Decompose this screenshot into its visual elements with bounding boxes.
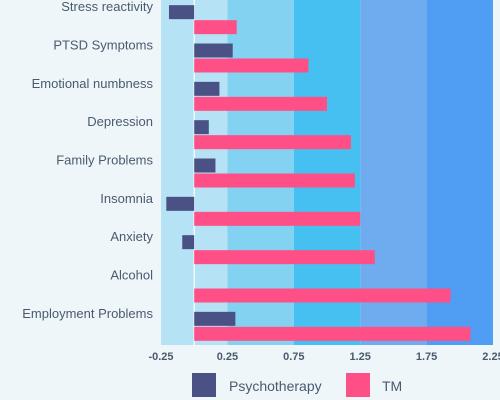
category-label: Emotional numbness [32,76,154,91]
background-bands [161,0,493,345]
background-band [360,0,427,345]
category-label: Insomnia [100,191,154,206]
bars [166,5,471,341]
x-tick-label: -0.25 [148,351,173,363]
bar-tm [194,20,237,35]
bar-psychotherapy [194,81,220,96]
bar-psychotherapy [194,311,236,326]
bar-tm [194,58,309,73]
legend-swatch-psychotherapy [192,373,216,397]
x-tick-label: 0.75 [283,351,304,363]
bar-tm [194,250,375,265]
bar-psychotherapy [194,43,233,58]
legend-swatch-tm [346,373,370,397]
bar-psychotherapy [194,120,209,135]
legend: Psychotherapy TM [192,373,402,397]
category-label: PTSD Symptoms [53,38,153,53]
x-tick-label: 1.75 [416,351,437,363]
bar-tm [194,211,361,226]
background-band [293,0,361,345]
category-label: Anxiety [110,229,153,244]
background-band [227,0,294,345]
bar-tm [194,326,471,341]
background-band [426,0,493,345]
legend-label-psychotherapy: Psychotherapy [229,378,322,394]
category-label: Employment Problems [22,306,153,321]
category-label: Stress reactivity [61,0,153,14]
bar-psychotherapy [166,196,195,211]
category-label: Family Problems [56,153,153,168]
category-labels: Stress reactivity PTSD Symptoms Emotional … [22,0,154,321]
category-label: Depression [87,114,153,129]
x-axis-ticks: -0.25 0.25 0.75 1.25 1.75 2.25 [148,351,500,363]
bar-tm [194,96,327,111]
bar-psychotherapy [182,235,195,250]
bar-tm [194,288,451,303]
bar-psychotherapy [168,5,195,20]
bar-tm [194,173,355,188]
x-tick-label: 1.25 [349,351,370,363]
x-tick-label: 2.25 [482,351,500,363]
x-tick-label: 0.25 [217,351,238,363]
category-label: Alcohol [110,268,153,283]
legend-label-tm: TM [382,378,402,394]
bar-tm [194,135,351,150]
bar-psychotherapy [194,158,216,173]
